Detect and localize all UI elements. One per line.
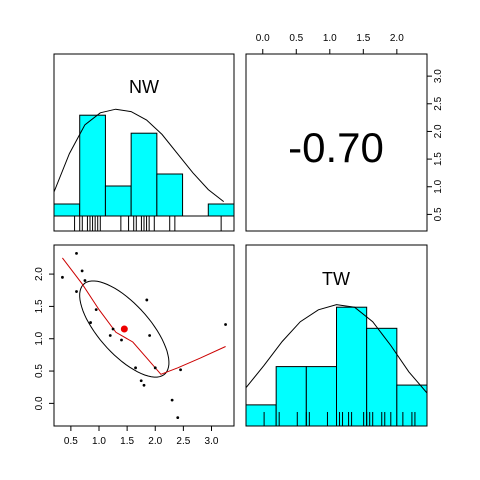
scatter-point [111,327,115,331]
y-axis-tick-label: 2.0 [34,267,45,281]
tw-hist-bar [305,366,338,427]
scatter-point [148,334,152,337]
top-axis-tick-label: 2.0 [390,33,404,44]
scatter-point [176,416,180,419]
tw-hist-bar [336,306,368,427]
y-axis-tick-label: 1.0 [34,331,45,345]
scatter-point [75,252,78,255]
nw-hist-bar [130,132,158,217]
scatter-point [120,338,123,342]
x-axis-tick-label: 3.0 [205,436,219,447]
tw-hist-bar [245,404,277,427]
x-axis-tick-label: 1.0 [92,436,106,447]
x-axis-tick-label: 1.5 [120,436,134,447]
scatter-point [139,379,143,383]
scatter-point [153,366,157,370]
right-axis-tick-label: 3.0 [433,69,444,83]
scatter-point [224,323,227,326]
top-axis-tick-label: 0.5 [289,33,303,44]
right-axis-tick-label: 1.5 [433,152,444,166]
top-axis-tick-label: 1.5 [356,33,370,44]
y-axis-tick-label: 1.5 [34,299,45,313]
tw-histogram [245,304,428,427]
nw-hist-bar [104,185,132,217]
x-axis-tick-label: 2.0 [148,436,162,447]
y-axis-tick-label: 0.0 [34,396,45,410]
panel-correlation [245,53,428,232]
correlation-value: -0.70 [288,124,384,171]
panel-scatterplot [53,244,235,427]
right-axis-tick-label: 0.5 [433,207,444,221]
top-axis-tick-label: 0.0 [256,33,270,44]
right-axis-tick-label: 1.0 [433,179,444,193]
scatter-point [145,298,149,302]
scatter-point [94,308,98,312]
scatter-point [142,383,146,387]
nw-hist-bar [207,203,235,217]
nw-hist-bar [53,203,81,217]
scatter-point [134,366,137,370]
scatter-point [61,275,64,279]
scatter-point [108,334,112,337]
nw-histogram [53,108,235,231]
top-axis-tick-label: 1.0 [323,33,337,44]
scatter-point [80,269,84,273]
scatter-point [89,321,92,324]
right-axis-tick-label: 2.5 [433,96,444,110]
axes: 0.5 1.0 1.5 2.0 2.5 3.0 0.0 0.5 1.0 1.5 2.0 0.0 0.5 1… [34,33,444,447]
tw-hist-bar [275,366,307,427]
variable-label-nw: NW [129,77,159,97]
nw-density-curve [53,108,225,202]
right-axis-tick-label: 2.0 [433,124,444,138]
x-axis-tick-label: 2.5 [176,436,190,447]
mean-center-point [120,325,128,333]
y-axis-tick-label: 0.5 [34,364,45,378]
scatter-point [170,398,174,402]
scatter-point [179,368,182,372]
nw-hist-bar [79,114,106,217]
scatter-panel [61,252,227,419]
scatter-point [75,290,78,293]
correlation-ellipse [79,280,170,378]
scatter-point [83,279,87,282]
nw-hist-bar [156,173,184,217]
tw-hist-bar [366,327,398,427]
loess-smoother-line [62,257,226,375]
x-axis-tick-label: 0.5 [64,436,78,447]
tw-density-curve [245,304,428,394]
variable-label-tw: TW [322,269,350,289]
